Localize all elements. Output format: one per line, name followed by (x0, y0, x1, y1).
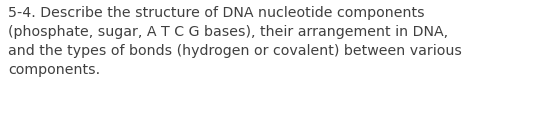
Text: 5-4. Describe the structure of DNA nucleotide components
(phosphate, sugar, A T : 5-4. Describe the structure of DNA nucle… (8, 6, 462, 77)
